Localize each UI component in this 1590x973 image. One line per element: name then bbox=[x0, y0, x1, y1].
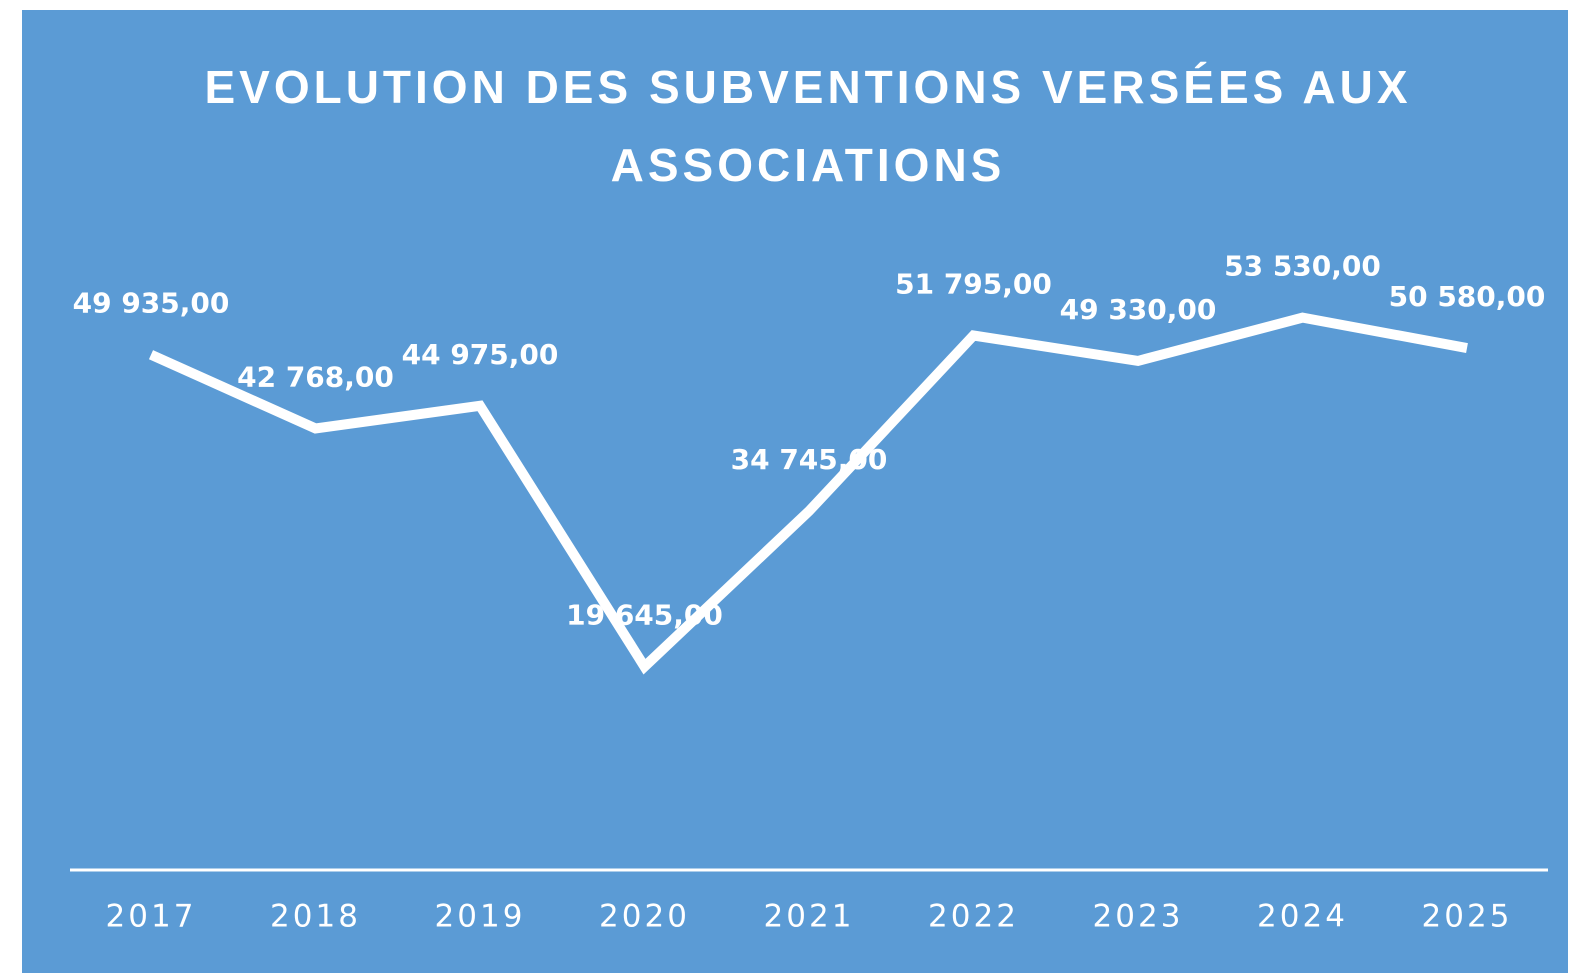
data-label: 49 330,00 bbox=[1060, 293, 1217, 326]
data-label: 49 935,00 bbox=[73, 287, 230, 320]
chart-title: EVOLUTION DES SUBVENTIONS VERSÉES AUX AS… bbox=[204, 61, 1412, 191]
x-tick-label: 2025 bbox=[1422, 899, 1513, 935]
x-tick-label: 2017 bbox=[106, 899, 197, 935]
data-label: 44 975,00 bbox=[402, 338, 559, 371]
x-tick-label: 2021 bbox=[764, 899, 855, 935]
data-label: 42 768,00 bbox=[237, 360, 394, 393]
x-tick-label: 2020 bbox=[599, 899, 690, 935]
chart-background bbox=[22, 10, 1568, 973]
data-label: 51 795,00 bbox=[895, 268, 1052, 301]
series-line bbox=[148, 312, 1468, 675]
x-tick-label: 2023 bbox=[1093, 899, 1184, 935]
data-label: 19 645,00 bbox=[566, 599, 723, 632]
x-tick-label: 2022 bbox=[928, 899, 1019, 935]
data-label: 34 745,00 bbox=[731, 443, 888, 476]
x-tick-label: 2018 bbox=[270, 899, 361, 935]
data-label: 53 530,00 bbox=[1224, 250, 1381, 283]
x-tick-label: 2024 bbox=[1257, 899, 1348, 935]
x-tick-label: 2019 bbox=[435, 899, 526, 935]
data-label: 50 580,00 bbox=[1389, 280, 1546, 313]
